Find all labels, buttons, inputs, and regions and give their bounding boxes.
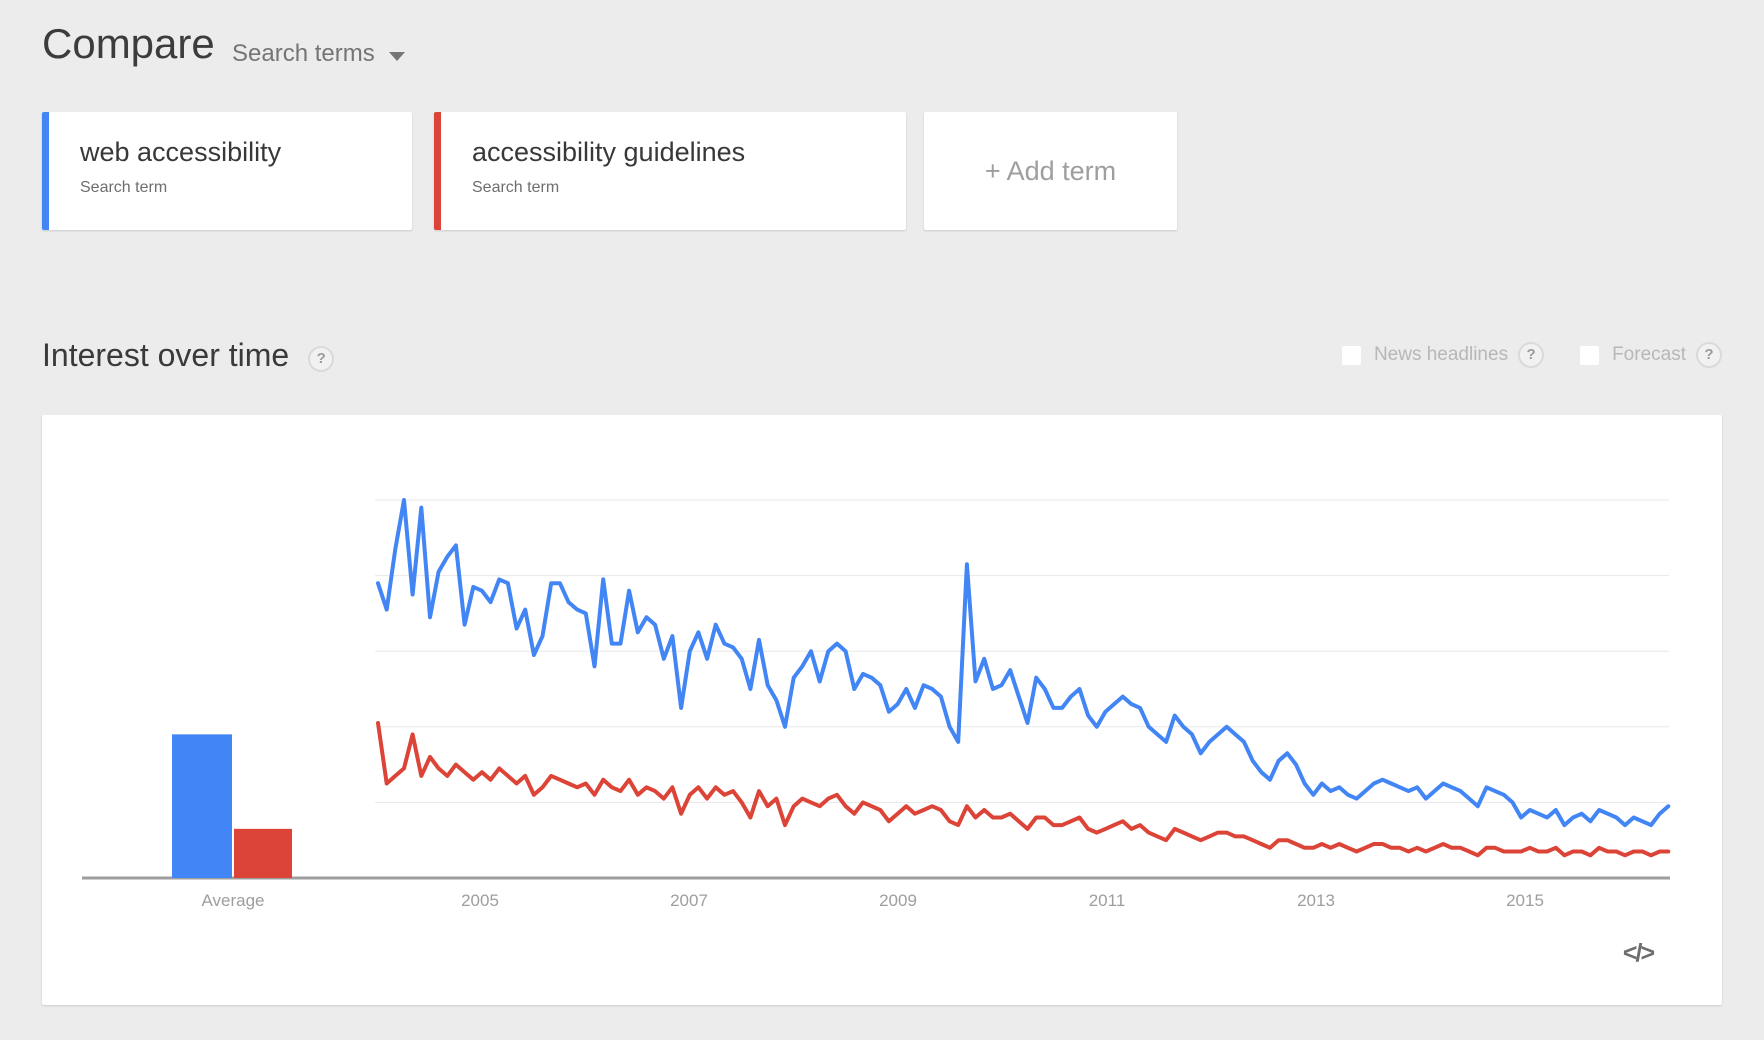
- section-title-row: Interest over time ?: [42, 337, 335, 374]
- interest-over-time-chart-card: Average 2005 2007 2009 2011 2013 2015 </>: [42, 415, 1722, 1005]
- forecast-label: Forecast: [1612, 344, 1686, 365]
- chart-toggles: News headlines ? Forecast ?: [1341, 342, 1722, 368]
- average-axis-label: Average: [201, 891, 265, 910]
- news-headlines-help-icon[interactable]: ?: [1518, 342, 1545, 368]
- news-headlines-label: News headlines: [1373, 344, 1509, 365]
- forecast-checkbox[interactable]: [1580, 345, 1600, 365]
- x-axis-label: 2015: [1506, 891, 1544, 910]
- search-terms-dropdown[interactable]: Search terms: [232, 40, 405, 68]
- forecast-help-icon[interactable]: ?: [1696, 342, 1722, 368]
- page-title: Compare: [42, 20, 215, 67]
- add-term-label: + Add term: [984, 155, 1117, 186]
- term-card-web-accessibility[interactable]: web accessibility Search term: [42, 112, 412, 230]
- search-terms-dropdown-label: Search terms: [232, 40, 375, 67]
- term-title: web accessibility: [80, 137, 282, 167]
- add-term-button[interactable]: + Add term: [924, 112, 1177, 230]
- term-type-label: Search term: [472, 179, 560, 196]
- trend-line-chart[interactable]: [42, 415, 1722, 1005]
- x-axis-label: 2007: [670, 891, 708, 910]
- term-type-label: Search term: [80, 179, 168, 196]
- term-card-accessibility-guidelines[interactable]: accessibility guidelines Search term: [434, 112, 906, 230]
- embed-chart-button[interactable]: </>: [1622, 939, 1655, 967]
- x-axis-label: 2005: [461, 891, 499, 910]
- x-axis-label: 2011: [1088, 891, 1126, 910]
- term-title: accessibility guidelines: [472, 137, 746, 167]
- term-cards-row: web accessibility Search term accessibil…: [42, 112, 1177, 230]
- x-axis-label: 2013: [1297, 891, 1335, 910]
- x-axis-label: 2009: [879, 891, 917, 910]
- help-icon[interactable]: ?: [308, 345, 335, 372]
- interest-over-time-title: Interest over time: [42, 337, 290, 373]
- news-headlines-checkbox[interactable]: [1341, 345, 1361, 365]
- chevron-down-icon: [388, 51, 405, 61]
